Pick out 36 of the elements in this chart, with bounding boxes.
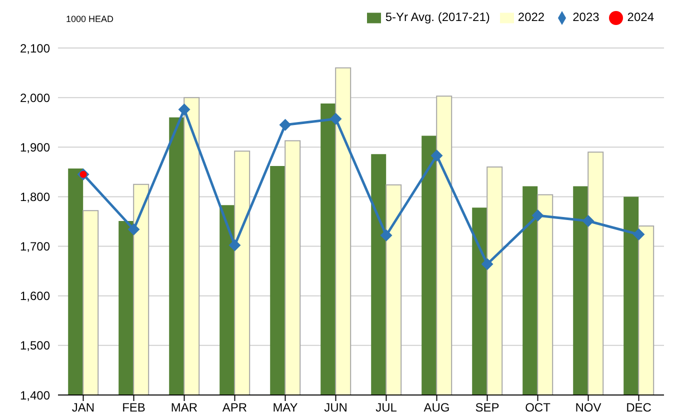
y-tick-label: 1,600 bbox=[20, 289, 50, 304]
y-tick-label: 2,000 bbox=[20, 90, 50, 105]
point bbox=[532, 210, 544, 222]
y-tick-label: 1,900 bbox=[20, 140, 50, 154]
x-tick-label: DEC bbox=[626, 400, 652, 415]
x-tick-label: OCT bbox=[525, 400, 552, 415]
point bbox=[582, 215, 594, 228]
x-tick-label: APR bbox=[222, 400, 248, 415]
point bbox=[380, 229, 392, 242]
y-tick-label: 1,700 bbox=[20, 240, 50, 254]
point bbox=[228, 239, 241, 252]
x-tick-label: MAY bbox=[272, 400, 298, 415]
x-tick-label: JAN bbox=[72, 400, 95, 415]
x-tick-label: AUG bbox=[424, 400, 450, 415]
y-axis-title: 1000 HEAD bbox=[66, 14, 114, 24]
point bbox=[279, 118, 292, 131]
point bbox=[128, 223, 140, 236]
point bbox=[178, 103, 190, 116]
point bbox=[632, 228, 645, 240]
legend-label: 5-Yr Avg. (2017-21) bbox=[385, 10, 490, 24]
point bbox=[481, 258, 494, 270]
y-tick-label: 1,400 bbox=[20, 388, 50, 402]
legend-label: 2023 bbox=[572, 10, 600, 24]
y-tick-label: 1,800 bbox=[20, 190, 50, 204]
x-tick-label: SEP bbox=[475, 400, 500, 415]
point bbox=[330, 112, 342, 125]
x-tick-label: JUN bbox=[324, 400, 348, 415]
x-tick-label: NOV bbox=[575, 400, 602, 415]
legend-label: 2024 bbox=[627, 10, 654, 24]
x-tick-label: FEB bbox=[122, 400, 146, 415]
x-tick-label: JUL bbox=[376, 400, 398, 415]
x-tick-label: MAR bbox=[170, 400, 198, 415]
point bbox=[430, 150, 443, 162]
y-tick-label: 1,500 bbox=[20, 338, 50, 353]
y-tick-label: 2,100 bbox=[20, 41, 50, 56]
legend-label: 2022 bbox=[518, 10, 545, 24]
